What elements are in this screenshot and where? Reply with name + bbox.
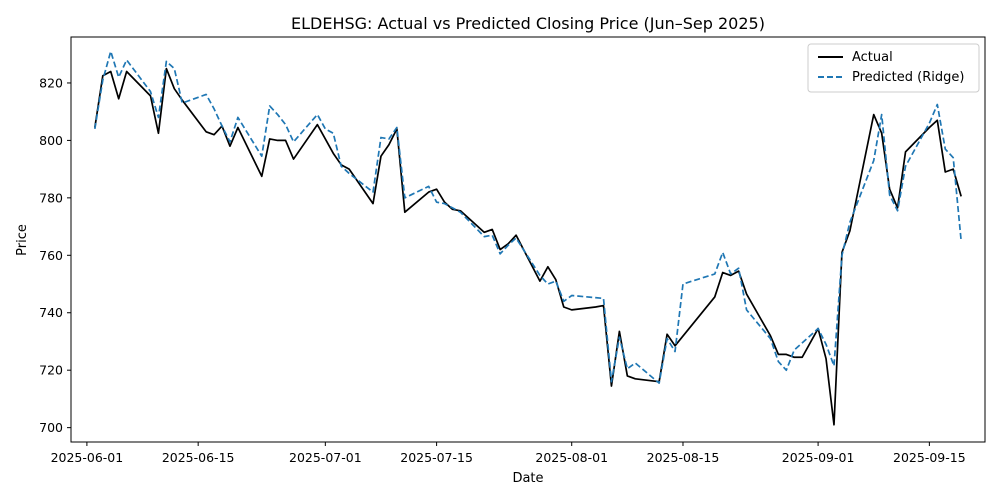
series-layer (93, 50, 963, 426)
legend-label-actual: Actual (852, 50, 893, 65)
y-tick-label: 760 (39, 248, 63, 263)
plot-frame (70, 36, 986, 443)
x-tick-label: 2025-06-15 (162, 450, 235, 465)
x-axis-title: Date (512, 471, 543, 486)
series-line-predicted (94, 50, 963, 384)
y-axis-title: Price (15, 224, 30, 256)
x-tick-label: 2025-09-15 (893, 450, 966, 465)
legend: Actual Predicted (Ridge) (807, 43, 980, 93)
y-tick-label: 800 (39, 133, 63, 148)
x-tick-label: 2025-07-15 (400, 450, 473, 465)
y-axis: 700 720 740 760 780 800 820 (39, 75, 71, 435)
y-tick-label: 740 (39, 305, 63, 320)
y-tick-label: 700 (39, 420, 63, 435)
plot-area (70, 36, 986, 443)
y-tick-label: 720 (39, 363, 63, 378)
plot-background (71, 37, 985, 442)
legend-box (807, 43, 980, 93)
x-tick-label: 2025-08-15 (647, 450, 720, 465)
x-tick-label: 2025-06-01 (51, 450, 124, 465)
x-tick-label: 2025-09-01 (782, 450, 855, 465)
y-tick-label: 820 (39, 75, 63, 90)
x-axis: 2025-06-01 2025-06-15 2025-07-01 2025-07-15… (51, 442, 966, 465)
legend-label-predicted: Predicted (Ridge) (852, 70, 964, 85)
y-tick-label: 780 (39, 190, 63, 205)
chart-title: ELDEHSG: Actual vs Predicted Closing Pri… (291, 14, 765, 33)
x-tick-label: 2025-07-01 (289, 450, 362, 465)
x-tick-label: 2025-08-01 (535, 450, 608, 465)
